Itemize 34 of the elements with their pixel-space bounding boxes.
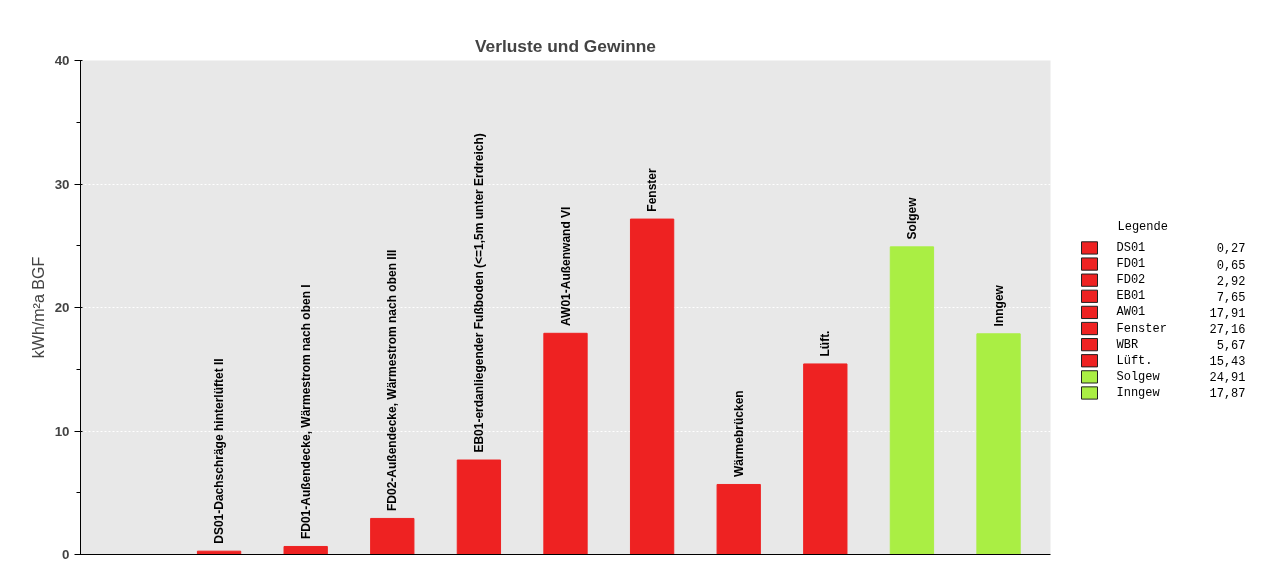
x-tick-label: DS01-Dachschräge hinterlüftet II (212, 358, 227, 544)
x-tick-label: AW01-Außenwand VI (558, 206, 573, 326)
legend-label: Lüft. (1116, 353, 1153, 368)
text: 17,87 (1209, 387, 1246, 402)
text: 7,65 (1216, 290, 1246, 305)
x-tick-label: FD02-Außendecke, Wärmestrom nach oben III (385, 249, 400, 512)
legend-label: FD02 (1116, 273, 1146, 288)
y-tick-label: 40 (54, 53, 70, 68)
text: 0,27 (1216, 242, 1246, 257)
text: 0,65 (1216, 258, 1246, 273)
legend-label: EB01 (1116, 289, 1146, 304)
y-tick-label: 0 (62, 547, 70, 562)
legend-title: Legende (1117, 219, 1168, 234)
text: 2,92 (1216, 274, 1246, 289)
legend-label: AW01 (1116, 305, 1146, 320)
x-tick-label: EB01-erdanliegender Fußboden (<=1,5m unter Erdreich) (471, 133, 486, 453)
text: 24,91 (1209, 371, 1246, 386)
legend-label: Solgew (1116, 369, 1161, 384)
y-tick-label: 20 (54, 300, 70, 315)
chart-title: Verluste und Gewinne (474, 35, 657, 56)
y-axis-title: kWh/m²a BGF (29, 256, 47, 359)
legend-label: WBR (1116, 337, 1139, 352)
x-tick-label: FD01-Außendecke, Wärmestrom nach oben I (298, 284, 313, 540)
legend-label: DS01 (1116, 240, 1146, 255)
y-tick-label: 30 (54, 176, 70, 192)
y-tick-label: 10 (54, 423, 70, 439)
text: 5,67 (1216, 339, 1246, 354)
legend-label: Inngew (1116, 385, 1161, 400)
text: 15,43 (1209, 355, 1246, 370)
legend-label: FD01 (1116, 257, 1146, 272)
x-tick-label: Wärmebrücken (731, 390, 746, 478)
text: 27,16 (1209, 323, 1246, 338)
text: 17,91 (1209, 306, 1246, 321)
x-tick-label: Inngew (991, 284, 1006, 327)
